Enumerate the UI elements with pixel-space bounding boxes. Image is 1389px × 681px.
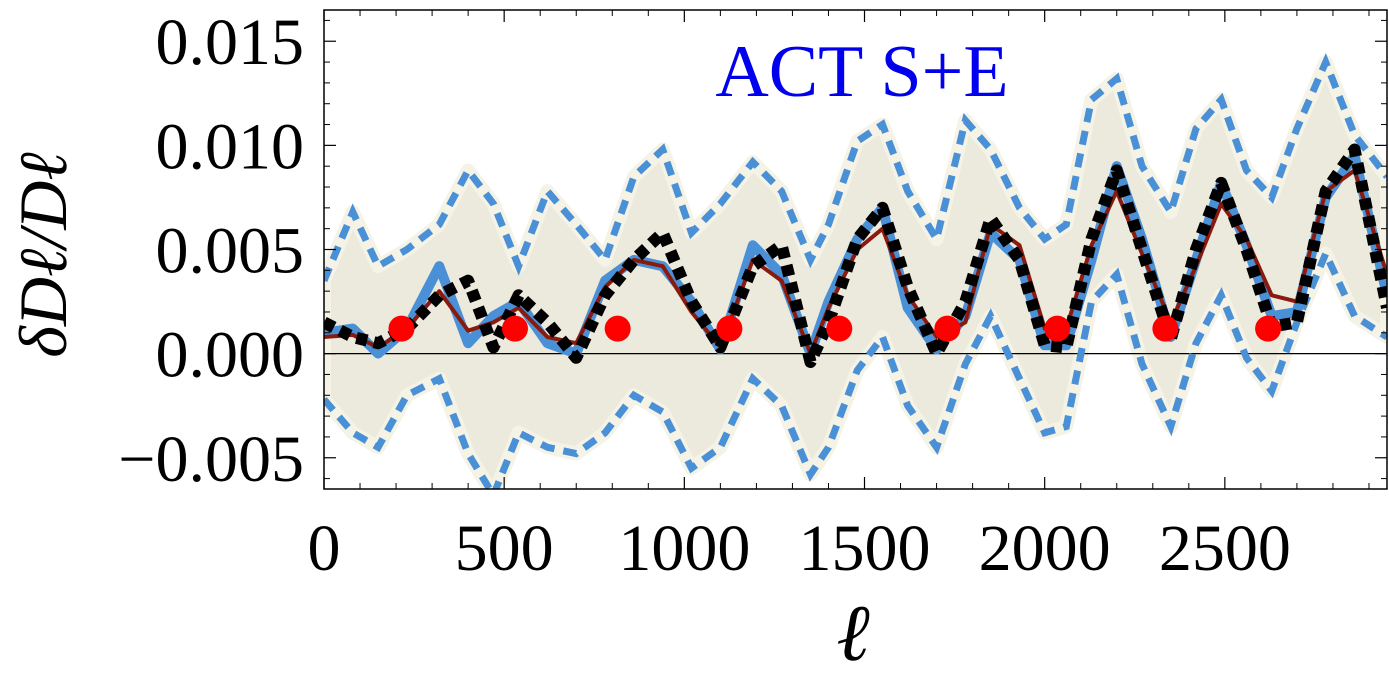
data-point — [501, 315, 528, 342]
axis-ticks: 0 500 1000 1500 2000 2500 0.015 0.010 0.005 0.000… — [118, 6, 1387, 585]
series-group — [324, 52, 1387, 489]
x-tick-label: 1500 — [799, 512, 931, 585]
data-point — [934, 315, 961, 342]
y-tick-label: 0.010 — [156, 110, 305, 183]
y-axis-label: δDℓ/Dℓ — [5, 152, 81, 357]
data-point — [826, 315, 853, 342]
lower-bound-series — [324, 245, 1387, 489]
data-point — [716, 315, 743, 342]
dashed-model-series — [324, 143, 1387, 368]
data-point — [604, 315, 631, 342]
y-tick-label: −0.005 — [118, 423, 304, 496]
data-point — [388, 315, 415, 342]
data-point — [1152, 315, 1179, 342]
x-tick-label: 1000 — [618, 512, 750, 585]
upper-bound-series — [324, 52, 1387, 283]
data-point — [1044, 315, 1071, 342]
x-tick-label: 2000 — [979, 512, 1111, 585]
data-point — [1255, 315, 1282, 342]
y-tick-label: 0.000 — [156, 319, 305, 392]
plot-area — [324, 52, 1387, 489]
x-axis-label: ℓ — [836, 590, 869, 678]
x-tick-label: 500 — [455, 512, 554, 585]
chart-annotation: ACT S+E — [715, 31, 1008, 113]
y-tick-label: 0.005 — [156, 215, 305, 288]
y-tick-label: 0.015 — [156, 6, 305, 79]
x-tick-label: 0 — [308, 512, 341, 585]
x-tick-label: 2500 — [1159, 512, 1291, 585]
